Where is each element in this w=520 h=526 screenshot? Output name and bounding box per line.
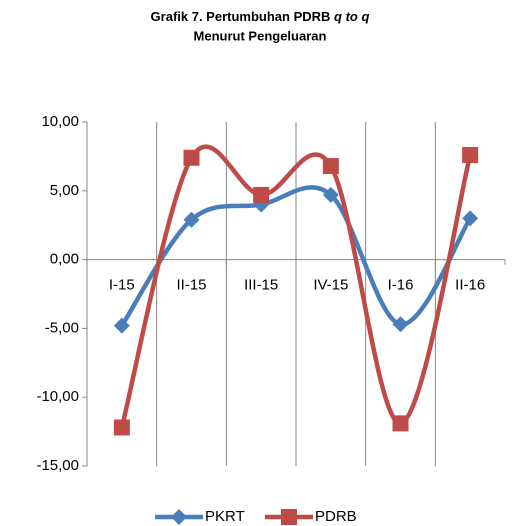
x-tick-label: IV-15 bbox=[313, 277, 348, 294]
marker bbox=[171, 509, 187, 525]
chart-subtitle: Menurut Pengeluaran bbox=[194, 28, 327, 43]
series-line bbox=[119, 185, 473, 327]
marker bbox=[281, 509, 297, 525]
y-tick-label: -10,00 bbox=[36, 388, 79, 405]
x-tick-label: I-15 bbox=[109, 277, 135, 294]
marker bbox=[392, 415, 409, 432]
marker bbox=[113, 419, 130, 436]
marker bbox=[183, 211, 200, 228]
marker bbox=[462, 147, 479, 164]
y-tick-label: -5,00 bbox=[45, 319, 79, 336]
legend-label: PKRT bbox=[205, 508, 245, 525]
x-tick-label: I-16 bbox=[388, 277, 414, 294]
series bbox=[113, 144, 479, 436]
series bbox=[113, 185, 479, 334]
legend-label: PDRB bbox=[315, 508, 357, 525]
x-tick-label: III-15 bbox=[244, 277, 278, 294]
y-tick-label: 0,00 bbox=[50, 251, 79, 268]
marker bbox=[322, 186, 339, 203]
marker bbox=[113, 317, 130, 334]
series-line bbox=[119, 144, 473, 429]
marker bbox=[462, 210, 479, 227]
chart-title: Grafik 7. Pertumbuhan PDRB q to q bbox=[151, 9, 370, 24]
y-tick-label: -15,00 bbox=[36, 457, 79, 474]
marker bbox=[392, 316, 409, 333]
x-tick-label: II-15 bbox=[176, 277, 206, 294]
legend-item: PKRT bbox=[155, 508, 245, 525]
marker bbox=[322, 158, 339, 175]
marker bbox=[253, 186, 270, 203]
y-tick-label: 10,00 bbox=[41, 113, 79, 130]
legend-item: PDRB bbox=[265, 508, 357, 525]
y-tick-label: 5,00 bbox=[50, 182, 79, 199]
x-tick-label: II-16 bbox=[455, 277, 485, 294]
marker bbox=[183, 149, 200, 166]
